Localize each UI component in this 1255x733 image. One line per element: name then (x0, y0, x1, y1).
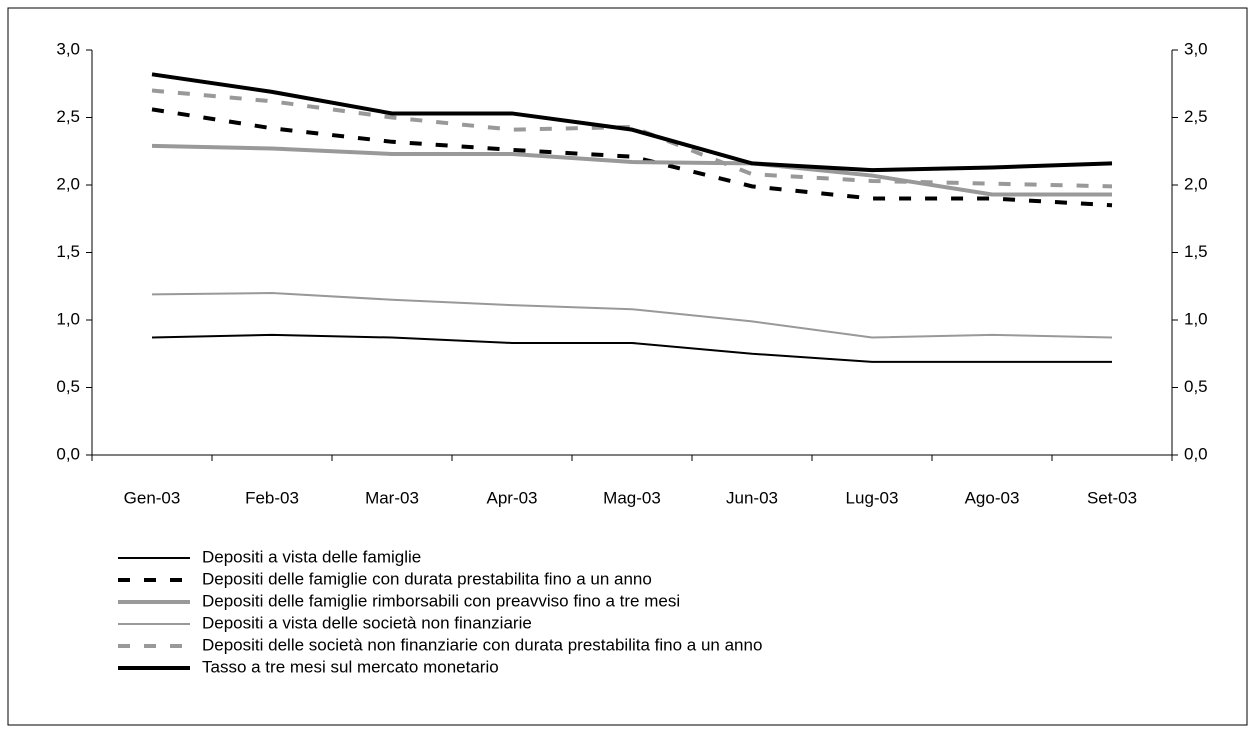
y2-tick-label: 1,0 (1184, 309, 1208, 328)
series-line (151, 333, 1112, 363)
y2-tick-label: 1,5 (1184, 242, 1208, 261)
y2-tick-label: 2,0 (1184, 174, 1208, 193)
legend-label: Depositi delle famiglie con durata prest… (202, 569, 652, 588)
x-tick-label: Ago-03 (965, 488, 1020, 507)
y-tick-label: 0,0 (56, 444, 80, 463)
x-tick-label: Lug-03 (846, 488, 899, 507)
y2-tick-label: 2,5 (1184, 107, 1208, 126)
series-line (151, 291, 1113, 339)
x-tick-label: Mar-03 (365, 488, 419, 507)
y-tick-label: 1,0 (56, 309, 80, 328)
x-tick-label: Gen-03 (124, 488, 181, 507)
y-tick-label: 2,5 (56, 107, 80, 126)
y2-tick-label: 0,0 (1184, 444, 1208, 463)
y2-tick-label: 0,5 (1184, 377, 1208, 396)
legend-label: Depositi a vista delle società non finan… (202, 613, 532, 632)
x-tick-label: Set-03 (1087, 488, 1137, 507)
series-line (151, 72, 1113, 173)
legend-label: Tasso a tre mesi sul mercato monetario (202, 657, 499, 676)
x-tick-label: Feb-03 (245, 488, 299, 507)
y-tick-label: 3,0 (56, 39, 80, 58)
legend-label: Depositi a vista delle famiglie (202, 547, 421, 566)
legend-label: Depositi delle società non finanziarie c… (202, 635, 762, 654)
x-tick-label: Mag-03 (603, 488, 661, 507)
frame (7, 7, 1248, 726)
series-line (151, 88, 1113, 189)
y-tick-label: 1,5 (56, 242, 80, 261)
legend-label: Depositi delle famiglie rimborsabili con… (202, 591, 680, 610)
x-tick-label: Jun-03 (726, 488, 778, 507)
series-line (151, 143, 1112, 197)
x-tick-label: Apr-03 (486, 488, 537, 507)
y-tick-label: 2,0 (56, 174, 80, 193)
y2-tick-label: 3,0 (1184, 39, 1208, 58)
series-line (151, 107, 1113, 208)
y-tick-label: 0,5 (56, 377, 80, 396)
